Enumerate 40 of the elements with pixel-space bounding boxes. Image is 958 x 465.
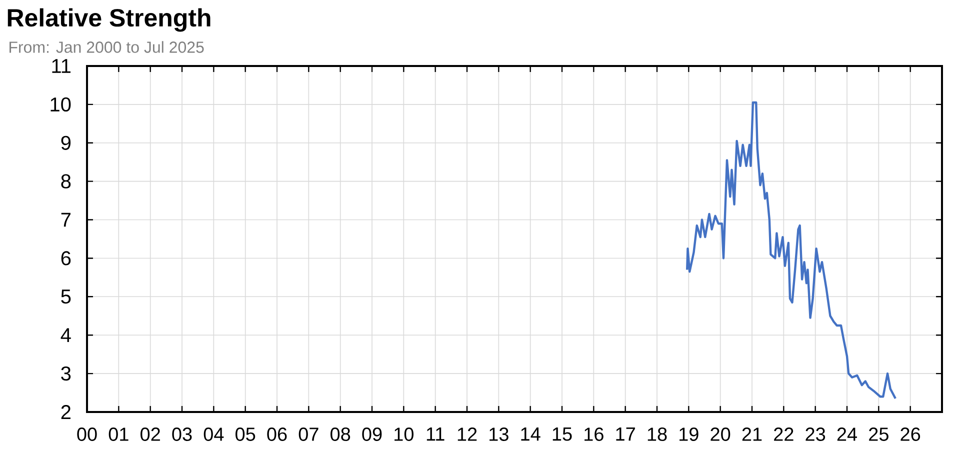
y-tick-label: 4 [60,328,71,342]
x-tick-label: 01 [108,428,128,441]
y-tick-label: 10 [50,97,71,112]
x-tick-label: 00 [77,428,97,441]
x-tick-label: 13 [490,428,508,441]
line-series [686,101,897,400]
x-tick-label: 16 [584,428,604,441]
x-tick-label: 12 [458,428,477,441]
chart-subtitle: From: Jan 2000 to Jul 2025 [10,41,204,53]
x-tick-label: 04 [204,428,224,441]
x-tick-label: 08 [330,428,350,441]
x-tick-label: 22 [774,428,794,441]
x-tick-label: 23 [806,428,826,441]
x-tick-label: 15 [552,428,572,441]
y-tick-label: 2 [61,405,70,419]
y-tick-label: 3 [61,366,71,381]
y-tick-label: 8 [61,174,71,188]
x-tick-label: 21 [742,428,762,441]
x-tick-label: 09 [362,428,382,441]
x-tick-label: 26 [900,428,920,441]
y-tick-label: 9 [61,136,71,150]
chart-title: Relative Strength [8,8,210,32]
x-tick-label: 10 [394,428,414,441]
x-tick-label: 18 [648,428,667,441]
x-tick-label: 19 [680,428,698,441]
x-tick-label: 24 [837,428,857,441]
y-tick-label: 7 [61,212,70,227]
x-tick-label: 06 [267,428,287,441]
x-tick-label: 20 [710,428,730,441]
y-tick-label: 6 [61,251,71,266]
y-tick-label: 11 [52,59,71,73]
x-tick-label: 25 [869,428,888,441]
x-tick-label: 07 [298,428,318,441]
x-tick-label: 03 [172,428,192,441]
x-tick-label: 14 [521,428,540,441]
y-tick-label: 5 [61,290,71,304]
x-tick-label: 02 [140,428,160,441]
x-tick-label: 11 [426,428,444,441]
x-tick-label: 05 [236,428,256,441]
x-tick-label: 17 [616,428,635,441]
